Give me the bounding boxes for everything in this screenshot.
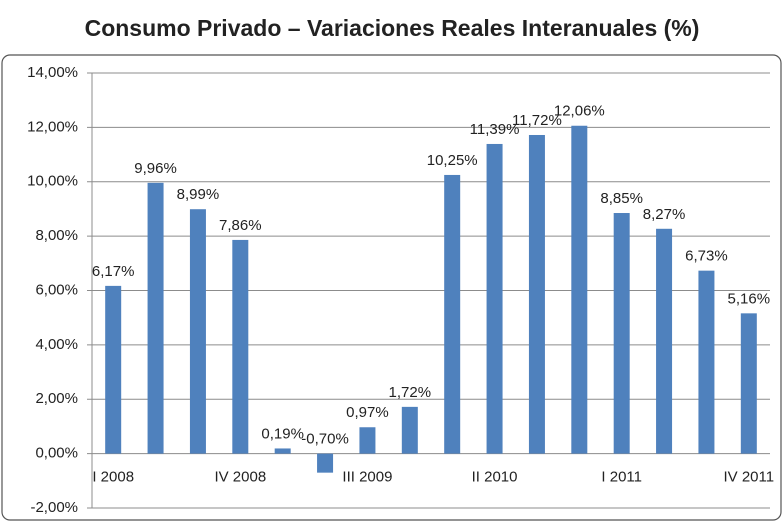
bar <box>359 427 376 454</box>
value-label: 6,73% <box>685 248 728 265</box>
y-tick-label: 14,00% <box>27 64 78 81</box>
bar <box>274 448 291 454</box>
bar <box>232 239 249 454</box>
bar <box>189 209 206 454</box>
value-label: 10,25% <box>427 152 478 169</box>
bar <box>571 125 588 454</box>
value-label: 9,96% <box>134 160 177 177</box>
y-tick-label: -2,00% <box>30 499 78 516</box>
bar <box>401 406 418 454</box>
bar <box>147 182 164 454</box>
y-tick-label: 12,00% <box>27 118 78 135</box>
bar <box>528 134 545 454</box>
x-tick-label: I 2011 <box>601 469 642 486</box>
value-label: -0,70% <box>301 431 349 448</box>
chart-title: Consumo Privado – Variaciones Reales Int… <box>85 15 700 41</box>
bar <box>740 313 757 454</box>
y-tick-label: 4,00% <box>35 336 78 353</box>
bar <box>486 143 503 454</box>
value-label: 5,16% <box>728 290 771 307</box>
y-tick-label: 6,00% <box>35 281 78 298</box>
bar <box>444 174 461 454</box>
x-tick-label: II 2010 <box>472 469 518 486</box>
bar <box>317 453 334 473</box>
value-label: 11,39% <box>470 121 520 138</box>
x-tick-label: I 2008 <box>92 469 134 486</box>
bar <box>613 213 630 454</box>
value-label: 0,19% <box>261 425 304 442</box>
y-tick-label: 2,00% <box>35 390 78 407</box>
value-label: 8,27% <box>643 206 686 223</box>
value-label: 12,06% <box>554 103 605 120</box>
value-label: 8,99% <box>177 186 220 203</box>
x-tick-label: IV 2011 <box>724 469 775 486</box>
y-tick-label: 0,00% <box>35 445 78 462</box>
bar <box>656 228 673 454</box>
y-tick-label: 10,00% <box>27 173 78 190</box>
bar <box>105 285 122 454</box>
value-label: 1,72% <box>389 384 432 401</box>
y-tick-label: 8,00% <box>35 227 78 244</box>
x-tick-label: IV 2008 <box>214 469 266 486</box>
bar <box>698 270 715 454</box>
chart-frame <box>1 54 782 521</box>
x-tick-label: III 2009 <box>342 469 392 486</box>
value-label: 7,86% <box>219 217 262 234</box>
value-label: 6,17% <box>92 263 135 280</box>
value-label: 11,72% <box>512 112 562 129</box>
value-label: 8,85% <box>600 190 643 207</box>
value-label: 0,97% <box>346 404 389 421</box>
